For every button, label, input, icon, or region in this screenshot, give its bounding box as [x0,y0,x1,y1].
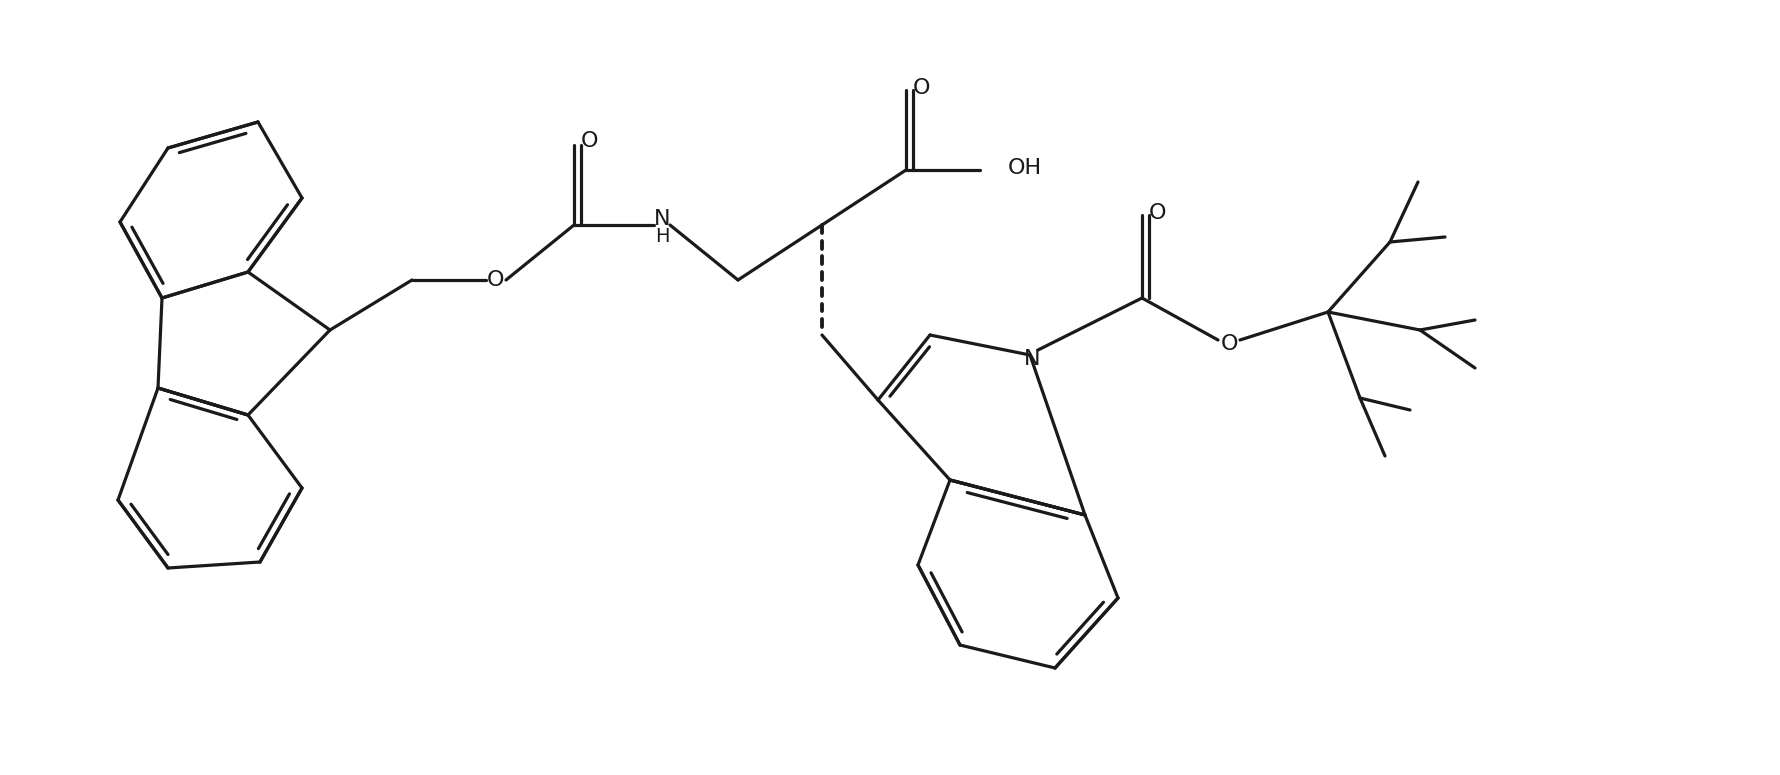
Text: H: H [655,228,669,246]
Text: N: N [653,209,671,229]
Text: OH: OH [1007,158,1041,178]
Text: O: O [1150,203,1166,223]
Text: O: O [1221,334,1239,354]
Text: O: O [913,78,931,98]
Text: O: O [582,131,598,151]
Text: O: O [488,270,506,290]
Text: N: N [1023,349,1040,369]
